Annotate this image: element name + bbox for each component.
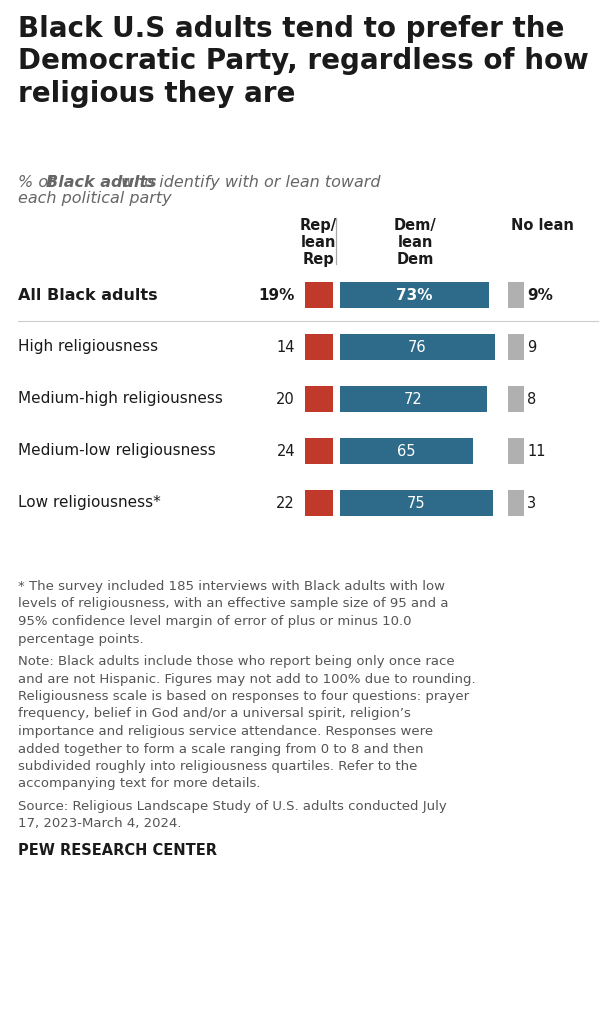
Bar [508, 386, 524, 412]
Bar [340, 438, 473, 464]
Text: 73%: 73% [396, 287, 432, 303]
Text: Black U.S adults tend to prefer the
Democratic Party, regardless of how
religiou: Black U.S adults tend to prefer the Demo… [18, 15, 589, 107]
Text: 3: 3 [527, 495, 536, 510]
Text: Medium-low religiousness: Medium-low religiousness [18, 444, 216, 458]
Bar [508, 333, 524, 360]
Text: 9%: 9% [527, 287, 553, 303]
Bar [305, 438, 333, 464]
Text: Low religiousness*: Low religiousness* [18, 495, 161, 510]
Text: PEW RESEARCH CENTER: PEW RESEARCH CENTER [18, 843, 217, 858]
Bar [340, 490, 493, 516]
Text: 22: 22 [276, 495, 295, 510]
Bar [508, 438, 524, 464]
Text: 14: 14 [276, 340, 295, 355]
Bar [305, 282, 333, 308]
Text: Note: Black adults include those who report being only once race
and are not His: Note: Black adults include those who rep… [18, 655, 476, 791]
Text: Dem/
lean
Dem: Dem/ lean Dem [393, 218, 436, 267]
Text: 11: 11 [527, 444, 545, 458]
Text: each political party: each political party [18, 191, 171, 206]
Bar [508, 282, 524, 308]
Text: 8: 8 [527, 392, 536, 406]
Bar [305, 386, 333, 412]
Text: No lean: No lean [511, 218, 573, 233]
Bar [340, 282, 489, 308]
Bar [340, 386, 487, 412]
Text: Source: Religious Landscape Study of U.S. adults conducted July
17, 2023-March 4: Source: Religious Landscape Study of U.S… [18, 800, 447, 831]
Text: Medium-high religiousness: Medium-high religiousness [18, 392, 223, 406]
Bar [305, 333, 333, 360]
Text: 24: 24 [276, 444, 295, 458]
Bar [305, 490, 333, 516]
Bar [340, 333, 495, 360]
Text: 75: 75 [407, 495, 426, 510]
Text: 9: 9 [527, 340, 536, 355]
Text: 19%: 19% [259, 287, 295, 303]
Text: 76: 76 [408, 340, 427, 355]
Text: High religiousness: High religiousness [18, 340, 158, 355]
Text: Black adults: Black adults [46, 175, 157, 190]
Text: All Black adults: All Black adults [18, 287, 157, 303]
Text: % of: % of [18, 175, 59, 190]
Text: who identify with or lean toward: who identify with or lean toward [116, 175, 381, 190]
Text: * The survey included 185 interviews with Black adults with low
levels of religi: * The survey included 185 interviews wit… [18, 580, 448, 646]
Text: Rep/
lean
Rep: Rep/ lean Rep [300, 218, 337, 267]
Bar [508, 490, 524, 516]
Text: 20: 20 [276, 392, 295, 406]
Text: 65: 65 [397, 444, 415, 458]
Text: 72: 72 [404, 392, 423, 406]
